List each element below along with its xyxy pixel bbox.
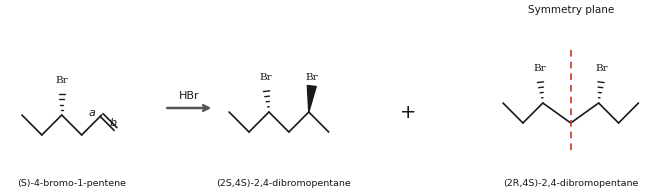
Polygon shape (307, 86, 316, 112)
Text: (2R,4S)-2,4-dibromopentane: (2R,4S)-2,4-dibromopentane (503, 179, 639, 188)
Text: HBr: HBr (179, 91, 200, 101)
Text: Br: Br (595, 63, 608, 73)
Text: Br: Br (55, 75, 68, 84)
Text: (S)-4-bromo-1-pentene: (S)-4-bromo-1-pentene (17, 179, 126, 188)
Text: Br: Br (260, 73, 272, 82)
Text: Symmetry plane: Symmetry plane (528, 5, 614, 15)
Text: Br: Br (533, 63, 546, 73)
Text: (2S,4S)-2,4-dibromopentane: (2S,4S)-2,4-dibromopentane (217, 179, 351, 188)
Text: +: + (400, 103, 417, 121)
Text: b: b (110, 118, 117, 128)
Text: Br: Br (306, 73, 318, 82)
Text: a: a (88, 108, 95, 118)
